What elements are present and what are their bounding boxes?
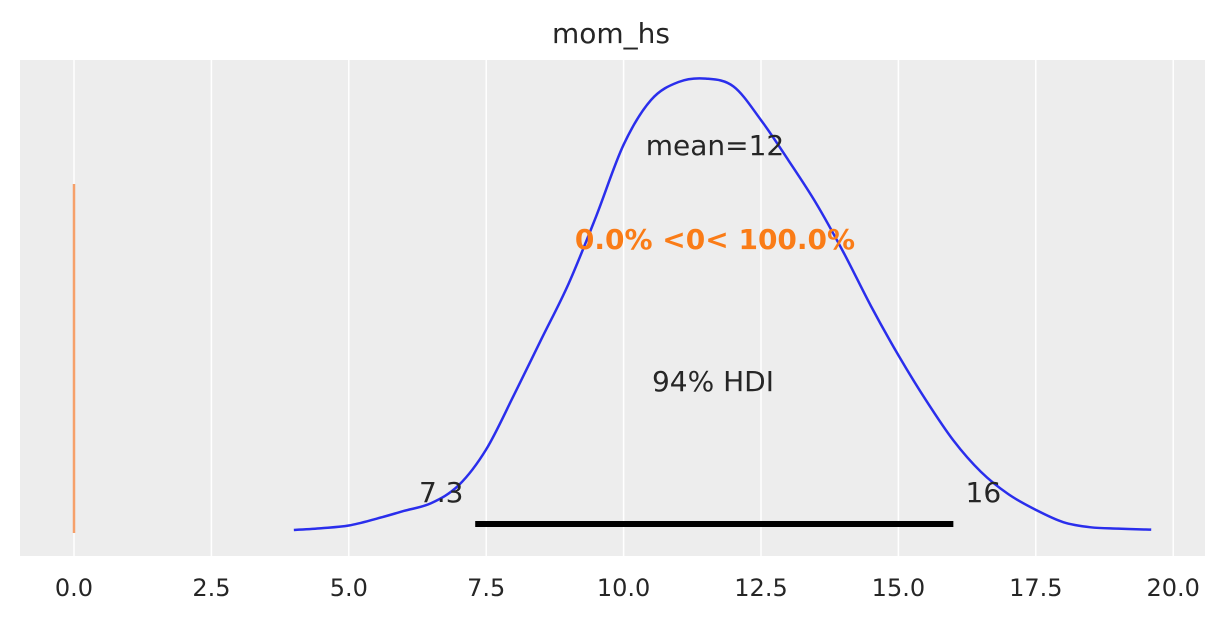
x-tick-label: 7.5	[467, 574, 505, 602]
x-tick-label: 17.5	[1009, 574, 1062, 602]
x-tick-label: 20.0	[1146, 574, 1199, 602]
x-tick-label: 10.0	[597, 574, 650, 602]
density-curve	[293, 77, 1152, 532]
x-tick-label: 2.5	[192, 574, 230, 602]
mean-label: mean=12	[646, 129, 785, 162]
x-tick-label: 0.0	[55, 574, 93, 602]
x-tick-label: 5.0	[330, 574, 368, 602]
x-axis-ticks: 0.0 2.5 5.0 7.5 10.0 12.5 15.0 17.5 20.0	[55, 574, 1200, 602]
chart-title: mom_hs	[552, 17, 670, 50]
hdi-low-label: 7.3	[419, 476, 464, 509]
x-tick-label: 12.5	[734, 574, 787, 602]
hdi-label: 94% HDI	[652, 365, 774, 398]
plot-area	[20, 60, 1205, 556]
hdi-high-label: 16	[966, 476, 1002, 509]
reference-probability-label: 0.0% <0< 100.0%	[575, 223, 855, 256]
x-tick-label: 15.0	[872, 574, 925, 602]
